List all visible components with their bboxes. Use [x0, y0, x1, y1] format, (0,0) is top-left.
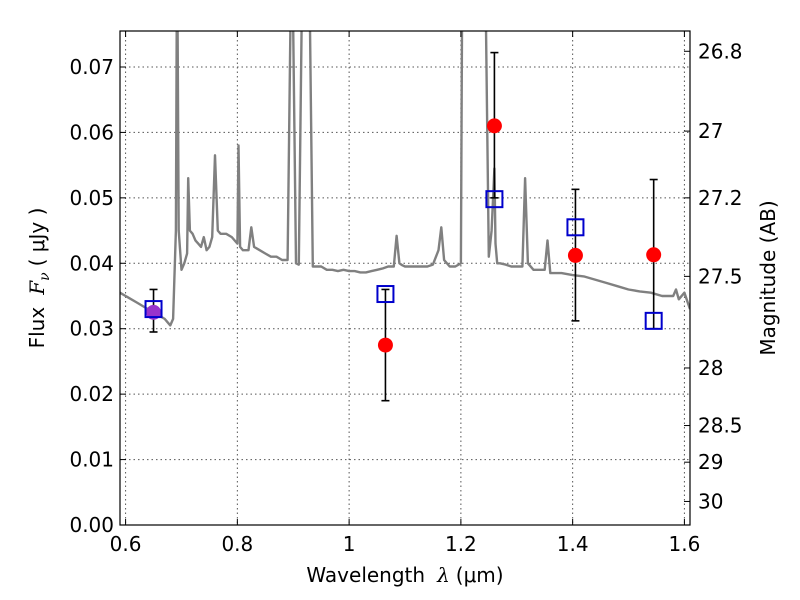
- model-photometry-square: [644, 311, 663, 330]
- model-photometry: [144, 190, 663, 330]
- observed-point: [486, 118, 502, 134]
- model-photometry-square: [566, 218, 585, 237]
- y-tick-label: 0.04: [69, 251, 114, 275]
- y-axis-ticks: 0.00 0.01 0.02 0.03 0.04 0.05 0.06 0.07: [69, 55, 126, 537]
- right-tick-label: 27: [698, 119, 723, 143]
- x-tick-label: 1: [343, 532, 356, 556]
- right-axis-ticks: 26.8 27 27.2 27.5 28 28.5 29 30: [684, 39, 743, 513]
- right-tick-label: 28: [698, 356, 723, 380]
- y-tick-label: 0.05: [69, 186, 114, 210]
- y-tick-label: 0.01: [69, 448, 114, 472]
- observed-point: [567, 247, 583, 263]
- model-spectrum: [120, 31, 690, 327]
- model-photometry-square: [144, 300, 163, 319]
- y-tick-label: 0.00: [69, 513, 114, 537]
- x-tick-label: 0.6: [110, 532, 142, 556]
- y-tick-label: 0.03: [69, 317, 114, 341]
- observed-point: [646, 247, 662, 263]
- x-tick-label: 1.2: [445, 532, 477, 556]
- model-spectrum-line: [120, 31, 690, 327]
- observed-photometry: [146, 51, 662, 402]
- right-tick-label: 28.5: [698, 414, 743, 438]
- x-tick-label: 1.4: [557, 532, 589, 556]
- x-tick-label: 1.6: [669, 532, 701, 556]
- right-tick-label: 26.8: [698, 39, 743, 63]
- plot-frame: [119, 30, 691, 526]
- right-axis-label: Magnitude (AB): [756, 200, 780, 355]
- y-axis-label: FluxFν( μJy ): [25, 208, 53, 349]
- right-tick-label: 30: [698, 489, 723, 513]
- y-tick-label: 0.02: [69, 382, 114, 406]
- model-photometry-square: [376, 285, 395, 304]
- observed-point: [377, 337, 393, 353]
- grid: [120, 31, 690, 526]
- x-tick-label: 0.8: [221, 532, 253, 556]
- model-photometry-square: [485, 190, 504, 209]
- right-tick-label: 27.5: [698, 264, 743, 288]
- y-tick-label: 0.07: [69, 55, 114, 79]
- y-tick-label: 0.06: [69, 120, 114, 144]
- right-tick-label: 29: [698, 450, 723, 474]
- x-axis-label: Wavelength λ (μm): [306, 563, 503, 587]
- x-axis-ticks: 0.6 0.8 1 1.2 1.4 1.6: [110, 31, 701, 556]
- right-tick-label: 27.2: [698, 186, 743, 210]
